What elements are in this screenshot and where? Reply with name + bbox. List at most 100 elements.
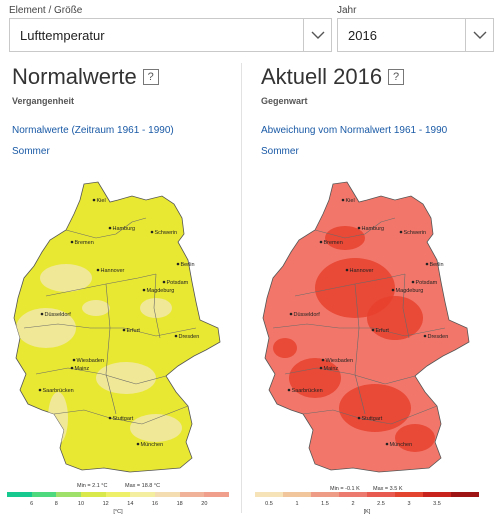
state-border (284, 367, 416, 385)
city-label: Erfurt (376, 328, 390, 334)
city-marker (287, 388, 291, 392)
legend-color-bar (7, 492, 230, 497)
value-region (395, 424, 435, 452)
city-marker (96, 268, 100, 272)
city-marker (289, 312, 293, 316)
help-icon[interactable]: ? (142, 69, 159, 85)
season-link[interactable]: Sommer (12, 146, 50, 157)
legend-swatch (155, 492, 180, 497)
city-marker (345, 268, 349, 272)
value-region (96, 362, 156, 394)
city-label: Bremen (75, 240, 94, 246)
legend-swatch (204, 492, 230, 497)
year-select-value: 2016 (348, 27, 377, 43)
legend-swatch (31, 492, 57, 497)
legend-tick-label: 6 (30, 501, 34, 507)
city-label: Bremen (324, 240, 343, 246)
city-label: Schwerin (155, 230, 178, 236)
legend-swatch (179, 492, 205, 497)
city-label: Berlin (181, 262, 195, 268)
legend-tick-label: 10 (77, 501, 85, 507)
city-label: Stuttgart (113, 416, 134, 422)
state-border (65, 217, 147, 239)
city-marker (341, 198, 345, 202)
city-label: Kiel (346, 198, 355, 204)
legend-max-label: Max = 3.5 K (373, 486, 403, 492)
city-marker (70, 366, 74, 370)
chevron-down-icon[interactable] (303, 19, 331, 51)
city-marker (399, 230, 403, 234)
country-outline (262, 181, 470, 473)
state-border (105, 283, 117, 415)
legend-swatch (105, 492, 131, 497)
legend-min-label: Min = 2.1 °C (77, 483, 108, 489)
city-marker (122, 328, 126, 332)
city-marker (70, 240, 74, 244)
city-marker (162, 280, 166, 284)
city-label: Hamburg (113, 226, 136, 232)
city-marker (357, 226, 361, 230)
city-marker (391, 288, 395, 292)
city-marker (371, 328, 375, 332)
legend-color-bar (255, 492, 479, 497)
legend-swatch (367, 492, 395, 497)
city-label: Berlin (430, 262, 444, 268)
legend-tick-label: 2 (351, 501, 355, 507)
city-marker (411, 280, 415, 284)
state-border (402, 273, 410, 339)
panel-subtitle: Vergangenheit (12, 96, 75, 106)
legend-swatch (7, 492, 32, 497)
panel-title-text: Aktuell 2016 (261, 64, 383, 89)
legend-ticks: 6 8 10 12 14 16 18 20 (7, 501, 229, 509)
deviation-link[interactable]: Abweichung vom Normalwert 1961 - 1990 (261, 125, 448, 136)
element-select-value: Lufttemperatur (20, 27, 105, 43)
city-marker (150, 230, 154, 234)
city-label: Dresden (428, 334, 449, 340)
city-marker (92, 198, 96, 202)
city-label: Magdeburg (396, 288, 424, 294)
city-label: Saarbrücken (292, 388, 323, 394)
legend-swatch (130, 492, 156, 497)
city-marker (136, 442, 140, 446)
year-select[interactable]: 2016 (337, 18, 494, 52)
legend-swatch (339, 492, 367, 497)
city-label: München (390, 442, 413, 448)
city-label: Düsseldorf (294, 312, 321, 318)
city-marker (40, 312, 44, 316)
panel-subtitle: Gegenwart (261, 96, 308, 106)
element-select-label: Element / Größe (9, 5, 83, 16)
help-icon[interactable]: ? (388, 69, 405, 85)
value-region (40, 264, 92, 292)
germany-normal-temperature-map: Kiel Hamburg Schwerin Bremen Hannover Berlin P… (13, 181, 221, 473)
value-region (289, 358, 341, 398)
city-label: Erfurt (127, 328, 141, 334)
value-region (82, 300, 110, 316)
state-border (272, 323, 446, 337)
panel-divider (241, 63, 242, 513)
city-label: Dresden (179, 334, 200, 340)
city-marker (423, 334, 427, 338)
season-link[interactable]: Sommer (261, 146, 299, 157)
panel-title: Aktuell 2016 ? (261, 64, 447, 90)
city-marker (38, 388, 42, 392)
legend-swatch (395, 492, 423, 497)
chevron-down-icon[interactable] (465, 19, 493, 51)
period-link[interactable]: Normalwerte (Zeitraum 1961 - 1990) (12, 125, 174, 136)
legend-tick-label: 20 (201, 501, 208, 507)
legend-ticks: 0.5 1 1.5 2 2.5 3 3.5 (255, 501, 479, 509)
city-label: Potsdam (416, 280, 438, 286)
city-marker (174, 334, 178, 338)
legend-max-label: Max = 18.8 °C (125, 483, 161, 489)
city-marker (357, 416, 361, 420)
legend-tick-label: 3 (407, 501, 411, 507)
city-marker (108, 226, 112, 230)
city-label: Wiesbaden (77, 358, 105, 364)
state-border (23, 323, 197, 337)
legend-swatch (255, 492, 283, 497)
value-region (48, 392, 68, 444)
germany-deviation-map: Kiel Hamburg Schwerin Bremen Hannover Berlin P… (262, 181, 470, 473)
element-select[interactable]: Lufttemperatur (9, 18, 332, 52)
city-label: Schwerin (404, 230, 427, 236)
legend-tick-label: 16 (151, 501, 159, 507)
city-marker (72, 358, 76, 362)
